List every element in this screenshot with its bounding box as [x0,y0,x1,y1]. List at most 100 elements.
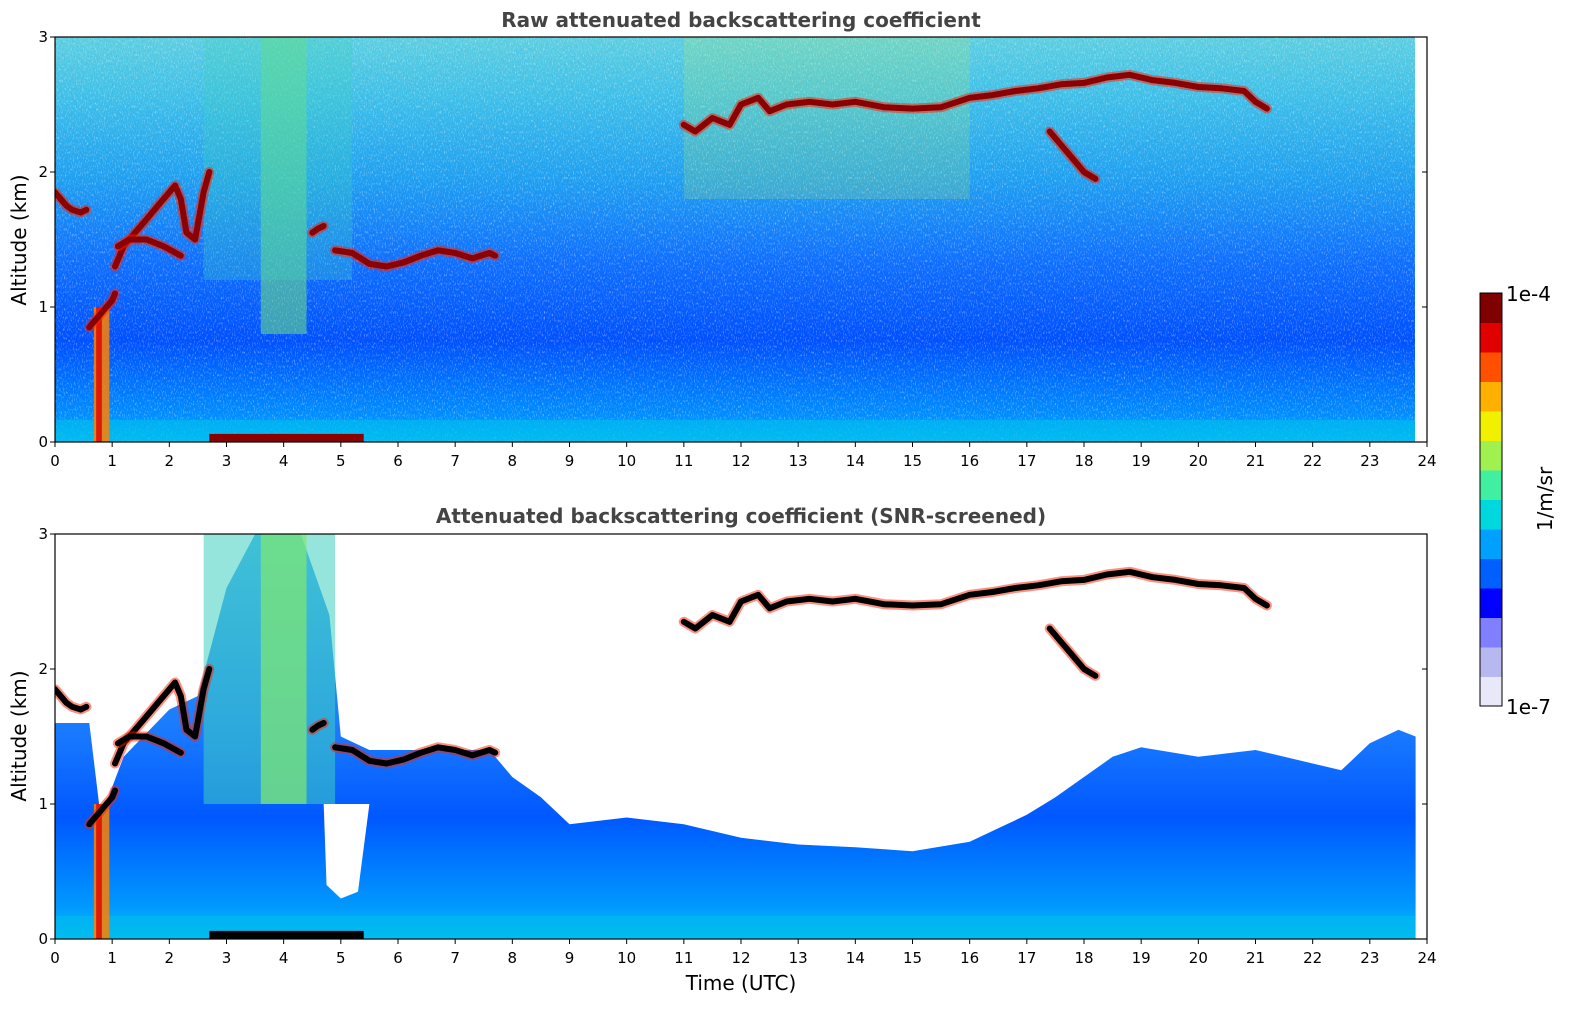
colorbar-band [1480,322,1502,353]
y-tick-label: 2 [38,163,48,181]
x-tick-label: 3 [222,452,232,470]
colorbar-band [1480,647,1502,677]
colorbar-min-label: 1e-7 [1506,695,1551,719]
cloud-layer [680,568,1270,632]
x-tick-label: 20 [1189,452,1208,470]
x-tick-label: 4 [279,949,289,967]
raw-surface-layer [55,420,1415,442]
colorbar-frame [1479,292,1503,707]
panel-raw: Raw attenuated backscattering coefficien… [7,8,1437,470]
colorbar-band [1480,676,1502,707]
colorbar-band [1480,470,1502,500]
x-tick-label: 11 [674,452,693,470]
x-tick-label: 16 [960,452,979,470]
cloud-layer [309,720,327,733]
x-tick-label: 22 [1303,452,1322,470]
x-tick-label: 0 [50,452,60,470]
x-tick-label: 19 [1132,949,1151,967]
cloud-layer [86,290,118,331]
y-tick-label: 0 [38,930,48,948]
x-tick-label: 7 [450,452,460,470]
x-tick-label: 23 [1360,949,1379,967]
x-tick-label: 21 [1246,452,1265,470]
colorbar-band [1480,558,1502,589]
panel-raw-title: Raw attenuated backscattering coefficien… [501,8,981,32]
cloud-layer [332,247,499,270]
y-tick-label: 3 [38,525,48,543]
x-tick-label: 12 [731,452,750,470]
x-tick-label: 6 [393,452,403,470]
upper-noise-tint [683,37,970,199]
panel-screened-xlabel: Time (UTC) [685,971,797,995]
panel-screened-title: Attenuated backscattering coefficient (S… [436,504,1046,528]
screened-signal-region [55,534,1416,939]
y-tick-label: 2 [38,660,48,678]
x-tick-label: 3 [222,949,232,967]
y-tick-label: 3 [38,28,48,46]
aerosol-plume-wide [203,37,353,280]
panel-screened: Attenuated backscattering coefficient (S… [7,504,1437,995]
x-tick-label: 8 [508,949,518,967]
colorbar-band [1480,352,1502,382]
cloud-layer [114,236,184,259]
x-tick-label: 17 [1017,949,1036,967]
cloud-layer [1046,625,1099,679]
x-tick-label: 18 [1074,452,1093,470]
panel-screened-plot-area [55,534,1416,939]
x-tick-label: 17 [1017,452,1036,470]
colorbar-band [1480,499,1502,530]
x-tick-label: 5 [336,949,346,967]
x-tick-label: 1 [107,949,117,967]
x-tick-label: 18 [1074,949,1093,967]
x-tick-label: 10 [617,949,636,967]
x-tick-label: 15 [903,452,922,470]
x-tick-label: 13 [789,452,808,470]
x-tick-label: 24 [1417,949,1436,967]
screened-gap [323,804,370,899]
y-tick-label: 0 [38,433,48,451]
x-tick-label: 9 [565,949,575,967]
x-tick-label: 22 [1303,949,1322,967]
x-tick-label: 15 [903,949,922,967]
colorbar-max-label: 1e-4 [1506,282,1551,306]
x-tick-label: 14 [846,452,865,470]
aerosol-plume-core [260,534,307,804]
x-tick-label: 10 [617,452,636,470]
colorbar: 1e-4 1e-7 1/m/sr [1479,282,1557,719]
x-tick-label: 4 [279,452,289,470]
x-tick-label: 21 [1246,949,1265,967]
x-tick-label: 23 [1360,452,1379,470]
colorbar-band [1480,381,1502,412]
precipitation-core [96,307,102,442]
cloud-layer [114,733,184,756]
cloud-layer [55,189,90,216]
x-tick-label: 19 [1132,452,1151,470]
y-tick-label: 1 [38,298,48,316]
colorbar-band [1480,411,1502,441]
x-tick-label: 2 [165,452,175,470]
x-tick-label: 6 [393,949,403,967]
x-tick-label: 7 [450,949,460,967]
colorbar-band [1480,588,1502,618]
x-tick-label: 12 [731,949,750,967]
x-tick-label: 13 [789,949,808,967]
panel-screened-ylabel: Altitude (km) [7,670,31,801]
x-tick-label: 24 [1417,452,1436,470]
x-tick-label: 20 [1189,949,1208,967]
x-tick-label: 9 [565,452,575,470]
panel-raw-plot-area [55,37,1415,442]
cloud-layer [86,787,118,828]
screened-surface-layer [55,916,1415,938]
x-tick-label: 5 [336,452,346,470]
colorbar-label: 1/m/sr [1533,466,1557,531]
x-tick-label: 0 [50,949,60,967]
colorbar-band [1480,293,1502,323]
cloud-layer [309,223,327,236]
cloud-layer [680,71,1270,135]
surface-fog-layer [209,433,364,442]
colorbar-band [1480,529,1502,559]
panel-raw-ylabel: Altitude (km) [7,174,31,305]
x-tick-label: 1 [107,452,117,470]
x-tick-label: 16 [960,949,979,967]
